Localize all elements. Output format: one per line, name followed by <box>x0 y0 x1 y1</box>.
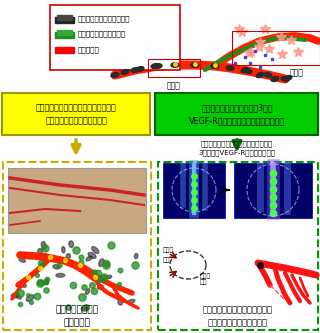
Ellipse shape <box>66 254 70 259</box>
Ellipse shape <box>284 76 292 81</box>
Ellipse shape <box>88 252 96 258</box>
Ellipse shape <box>53 265 60 269</box>
Ellipse shape <box>107 275 112 279</box>
Text: 直線部と分岐部における約3倍の
VEGF-R発現量の違いが血管新生に重要: 直線部と分岐部における約3倍の VEGF-R発現量の違いが血管新生に重要 <box>189 103 285 125</box>
Ellipse shape <box>19 258 25 262</box>
Ellipse shape <box>244 69 252 73</box>
Bar <box>163 163 225 218</box>
Text: 新生血管を構成する細胞: 新生血管を構成する細胞 <box>78 31 126 37</box>
Bar <box>158 162 318 330</box>
Bar <box>2 93 150 135</box>
Ellipse shape <box>264 73 272 77</box>
Ellipse shape <box>111 73 119 77</box>
Ellipse shape <box>256 73 264 78</box>
Bar <box>50 5 180 70</box>
Ellipse shape <box>69 241 74 247</box>
Ellipse shape <box>191 63 199 67</box>
Ellipse shape <box>118 298 123 305</box>
Text: ウイルスベクター等で血管内皮細胞に
3倍程度のVEGF-R遺伝子を導入。: ウイルスベクター等で血管内皮細胞に 3倍程度のVEGF-R遺伝子を導入。 <box>198 140 276 156</box>
Ellipse shape <box>136 67 144 71</box>
Ellipse shape <box>97 285 104 289</box>
Ellipse shape <box>41 242 46 249</box>
Ellipse shape <box>86 256 92 261</box>
Ellipse shape <box>226 66 234 70</box>
Bar <box>148 59 200 77</box>
Ellipse shape <box>85 289 90 294</box>
Text: 局所性かつ低副作用を伴せ持つ
動脈硬化性疾患療法の開発: 局所性かつ低副作用を伴せ持つ 動脈硬化性疾患療法の開発 <box>203 305 273 327</box>
Text: 直線部: 直線部 <box>167 81 181 90</box>
Polygon shape <box>55 17 74 23</box>
Bar <box>8 168 146 233</box>
Polygon shape <box>55 47 74 53</box>
Ellipse shape <box>56 273 65 277</box>
Ellipse shape <box>151 64 159 68</box>
Ellipse shape <box>121 70 129 74</box>
Bar <box>155 93 318 135</box>
Bar <box>3 162 151 330</box>
Text: 分子メカニズムの
新概念構築: 分子メカニズムの 新概念構築 <box>55 305 99 327</box>
Text: 血栓: 血栓 <box>163 257 171 263</box>
Text: 低酸素
状態: 低酸素 状態 <box>200 273 211 285</box>
Ellipse shape <box>154 64 162 68</box>
Text: 元来の血管を構成する細胞: 元来の血管を構成する細胞 <box>78 16 131 22</box>
Ellipse shape <box>131 68 139 72</box>
Ellipse shape <box>99 259 104 266</box>
Ellipse shape <box>134 253 138 259</box>
Bar <box>232 31 320 65</box>
Ellipse shape <box>40 254 49 258</box>
Bar <box>234 163 312 218</box>
Ellipse shape <box>21 283 26 287</box>
Ellipse shape <box>211 64 219 68</box>
Ellipse shape <box>44 279 49 285</box>
Ellipse shape <box>281 77 289 81</box>
Text: 血液の流れ: 血液の流れ <box>78 47 100 53</box>
Polygon shape <box>57 15 72 20</box>
Ellipse shape <box>271 77 279 82</box>
Ellipse shape <box>26 295 34 301</box>
Ellipse shape <box>16 294 21 299</box>
Ellipse shape <box>11 293 19 298</box>
Polygon shape <box>57 30 72 35</box>
Ellipse shape <box>92 247 99 253</box>
Ellipse shape <box>81 307 88 311</box>
Text: 血流減: 血流減 <box>163 247 174 253</box>
Ellipse shape <box>37 249 42 254</box>
Ellipse shape <box>171 63 179 67</box>
Ellipse shape <box>127 299 135 304</box>
Ellipse shape <box>62 246 65 253</box>
Polygon shape <box>55 32 74 38</box>
Ellipse shape <box>241 67 249 73</box>
Text: 分岐部: 分岐部 <box>290 68 304 77</box>
Text: 血管新生の分子メカニズムを生体内で
定量的に観察することが可能: 血管新生の分子メカニズムを生体内で 定量的に観察することが可能 <box>36 103 116 125</box>
